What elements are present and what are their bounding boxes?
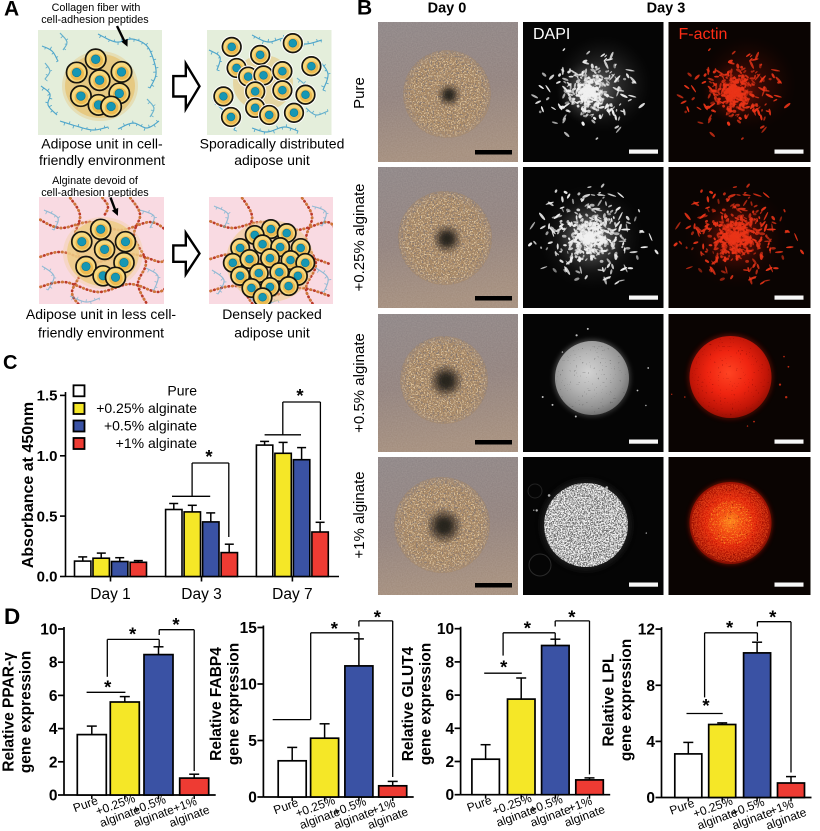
svg-text:gene expression: gene expression: [418, 643, 435, 765]
svg-text:+0.25% alginate: +0.25% alginate: [351, 183, 368, 291]
svg-text:cell-adhesion peptides: cell-adhesion peptides: [41, 187, 149, 199]
svg-text:DAPI: DAPI: [533, 26, 570, 43]
svg-text:*: *: [296, 385, 304, 406]
svg-text:*: *: [331, 618, 339, 639]
svg-text:Alginate devoid of: Alginate devoid of: [52, 175, 139, 187]
svg-text:Relative LPL: Relative LPL: [601, 653, 618, 746]
svg-text:+0.5% alginate: +0.5% alginate: [104, 418, 197, 434]
svg-text:+1% alginate: +1% alginate: [116, 435, 198, 451]
svg-text:8: 8: [445, 654, 454, 671]
svg-text:4: 4: [49, 721, 58, 738]
svg-text:*: *: [524, 618, 532, 639]
svg-text:15: 15: [240, 620, 258, 637]
svg-text:Absorbance at 450nm: Absorbance at 450nm: [20, 402, 37, 568]
svg-text:*: *: [500, 657, 508, 678]
svg-text:12: 12: [638, 622, 655, 639]
svg-text:1.0: 1.0: [37, 448, 58, 465]
svg-text:Day 7: Day 7: [272, 586, 313, 603]
svg-text:10: 10: [240, 677, 257, 694]
svg-text:0: 0: [445, 787, 454, 804]
svg-text:*: *: [769, 607, 777, 628]
svg-text:Day 3: Day 3: [647, 1, 686, 17]
svg-text:+1% alginate: +1% alginate: [351, 471, 368, 558]
svg-text:0: 0: [248, 790, 257, 807]
svg-text:0.0: 0.0: [37, 569, 58, 586]
svg-text:adipose unit: adipose unit: [234, 325, 310, 341]
svg-text:B: B: [357, 0, 372, 20]
svg-text:+0.25% alginate: +0.25% alginate: [96, 400, 197, 416]
svg-text:gene expression: gene expression: [18, 651, 35, 773]
svg-text:6: 6: [49, 688, 58, 705]
svg-text:*: *: [374, 607, 382, 628]
svg-text:Densely packed: Densely packed: [222, 306, 322, 322]
svg-text:Adipose unit in cell-: Adipose unit in cell-: [41, 136, 163, 152]
svg-text:*: *: [205, 446, 213, 467]
svg-text:8: 8: [646, 678, 655, 695]
svg-text:*: *: [702, 695, 710, 716]
svg-text:adipose unit: adipose unit: [234, 152, 310, 168]
svg-text:4: 4: [646, 734, 655, 751]
svg-text:0: 0: [49, 788, 58, 805]
svg-text:Adipose unit in less cell-: Adipose unit in less cell-: [26, 306, 177, 322]
svg-text:Sporadically distributed: Sporadically distributed: [200, 136, 345, 152]
svg-text:A: A: [4, 0, 19, 21]
svg-text:0.5: 0.5: [37, 508, 58, 525]
svg-text:Pure: Pure: [167, 383, 197, 399]
svg-text:10: 10: [40, 622, 57, 639]
svg-text:0: 0: [646, 790, 655, 807]
svg-text:10: 10: [437, 621, 454, 638]
svg-text:Day 0: Day 0: [428, 1, 467, 17]
svg-text:gene expression: gene expression: [226, 643, 243, 765]
svg-text:Relative FABP4: Relative FABP4: [208, 647, 225, 761]
svg-text:Collagen fiber with: Collagen fiber with: [52, 2, 141, 14]
svg-text:2: 2: [445, 754, 454, 771]
svg-text:*: *: [129, 624, 137, 645]
svg-text:gene expression: gene expression: [618, 639, 635, 761]
svg-text:friendly environment: friendly environment: [39, 152, 165, 168]
svg-text:1.5: 1.5: [37, 388, 58, 405]
svg-text:D: D: [4, 604, 20, 629]
svg-text:*: *: [104, 677, 112, 698]
svg-text:C: C: [3, 352, 17, 374]
svg-text:5: 5: [248, 733, 257, 750]
svg-text:*: *: [726, 617, 734, 638]
svg-text:Relative PPAR-γ: Relative PPAR-γ: [1, 652, 18, 772]
svg-text:8: 8: [49, 655, 58, 672]
svg-text:+0.5% alginate: +0.5% alginate: [351, 333, 368, 433]
svg-text:friendly environment: friendly environment: [38, 325, 164, 341]
svg-text:Day 3: Day 3: [181, 586, 222, 603]
svg-text:Pure: Pure: [351, 77, 368, 109]
svg-text:*: *: [568, 607, 576, 628]
svg-text:Day 1: Day 1: [90, 586, 131, 603]
svg-text:F-actin: F-actin: [679, 26, 728, 43]
svg-text:6: 6: [445, 688, 454, 705]
svg-text:cell-adhesion peptides: cell-adhesion peptides: [41, 14, 149, 26]
svg-text:Relative GLUT4: Relative GLUT4: [400, 646, 417, 761]
svg-text:*: *: [172, 614, 180, 635]
svg-text:2: 2: [49, 754, 58, 771]
svg-text:4: 4: [445, 721, 454, 738]
